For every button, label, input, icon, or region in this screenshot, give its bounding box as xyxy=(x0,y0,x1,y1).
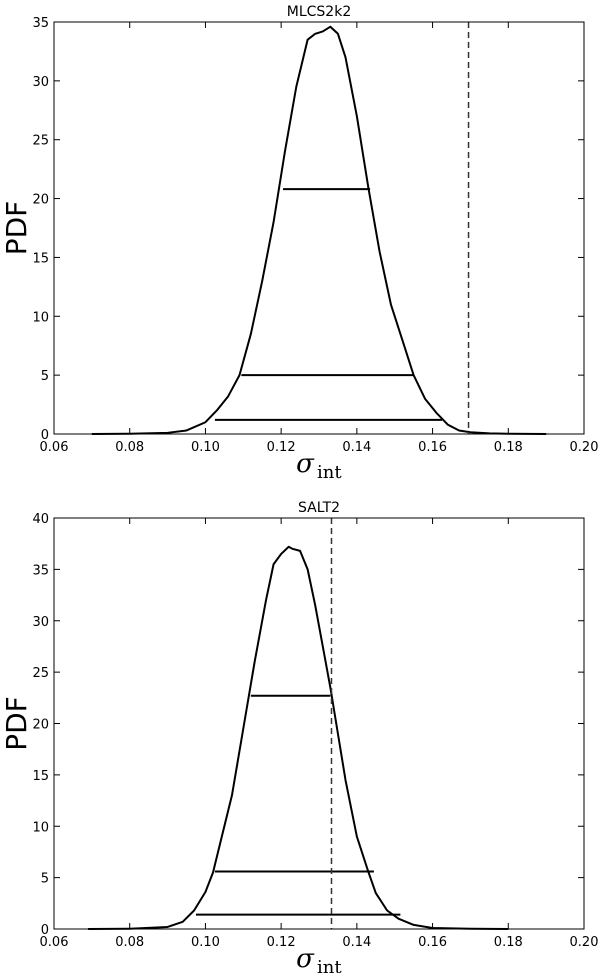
x-tick-label: 0.16 xyxy=(418,935,447,950)
y-axis-label: PDF xyxy=(0,201,33,256)
y-tick-label: 25 xyxy=(32,134,49,149)
x-tick-label: 0.20 xyxy=(570,935,599,950)
x-tick-label: 0.12 xyxy=(267,935,296,950)
x-axis-label: σ xyxy=(296,944,315,973)
x-tick-label: 0.14 xyxy=(342,440,371,455)
pdf-curve xyxy=(91,25,547,435)
x-axis-label-subscript: int xyxy=(317,957,342,973)
y-tick-label: 10 xyxy=(32,310,49,325)
plot-frame xyxy=(53,21,585,435)
y-tick-label: 20 xyxy=(32,718,49,733)
y-tick-label: 5 xyxy=(41,872,49,887)
y-tick-label: 40 xyxy=(32,512,49,527)
chart-title: SALT2 xyxy=(298,500,340,516)
x-tick-label: 0.06 xyxy=(40,440,69,455)
y-tick-label: 5 xyxy=(41,369,49,384)
x-tick-label: 0.10 xyxy=(191,935,220,950)
x-tick-label: 0.18 xyxy=(494,935,523,950)
chart-panel-1: MLCS2k2 0.06 0.08 0.10 0.12 0.14 0.16 0.18 0.20 0… xyxy=(0,4,598,483)
y-tick-label: 20 xyxy=(32,193,49,208)
chart-title: MLCS2k2 xyxy=(287,4,351,20)
plot-frame xyxy=(53,517,585,930)
x-tick-label: 0.20 xyxy=(570,440,599,455)
x-tick-label: 0.12 xyxy=(267,440,296,455)
y-tick-label: 10 xyxy=(32,820,49,835)
x-tick-label: 0.18 xyxy=(494,440,523,455)
y-axis-label: PDF xyxy=(0,696,33,751)
y-tick-label: 0 xyxy=(41,923,49,938)
y-tick-label: 15 xyxy=(32,251,49,266)
y-tick-label: 0 xyxy=(41,428,49,443)
y-tick-label: 35 xyxy=(32,16,49,31)
y-tick-label: 30 xyxy=(32,75,49,90)
x-tick-label: 0.14 xyxy=(342,935,371,950)
x-axis-label-subscript: int xyxy=(317,462,342,483)
x-tick-label: 0.06 xyxy=(40,935,69,950)
chart-panel-2: SALT2 0.06 0.08 0.10 0.12 0.14 0.16 0.18 0.20 0 5 1… xyxy=(0,500,598,973)
y-tick-label: 25 xyxy=(32,666,49,681)
x-tick-label: 0.08 xyxy=(115,935,144,950)
y-tick-label: 30 xyxy=(32,615,49,630)
pdf-curve xyxy=(88,545,509,930)
y-tick-label: 35 xyxy=(32,563,49,578)
x-tick-label: 0.16 xyxy=(418,440,447,455)
y-tick-label: 15 xyxy=(32,769,49,784)
x-tick-label: 0.08 xyxy=(115,440,144,455)
x-tick-label: 0.10 xyxy=(191,440,220,455)
x-axis-label: σ xyxy=(296,449,315,479)
